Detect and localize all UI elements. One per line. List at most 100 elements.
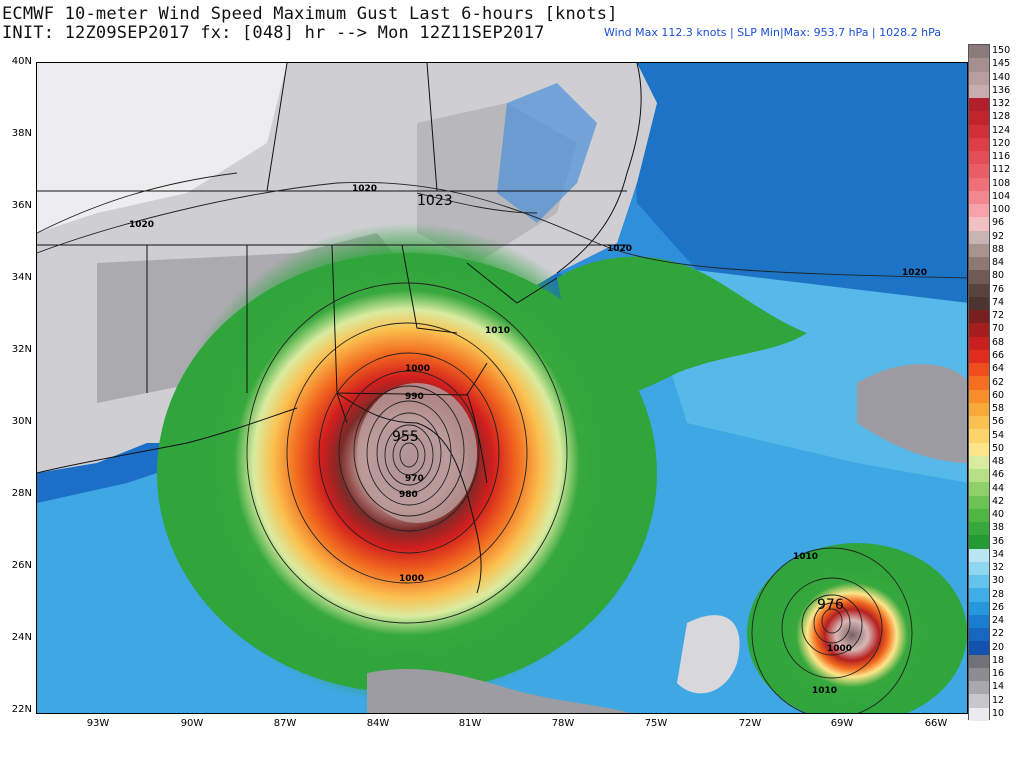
colorbar-label: 92 (992, 230, 1005, 242)
lat-label: 24N (11, 632, 32, 643)
lon-label: 78W (551, 718, 575, 729)
lon-label: 93W (86, 718, 110, 729)
colorbar-swatch (969, 469, 989, 483)
colorbar-label: 136 (992, 84, 1011, 96)
wind-pressure-stats: Wind Max 112.3 knots | SLP Min|Max: 953.… (604, 26, 941, 39)
colorbar-swatch (969, 508, 989, 523)
colorbar-label: 42 (992, 495, 1005, 507)
colorbar-swatch (969, 177, 989, 192)
isobar-label: 990 (405, 392, 424, 402)
colorbar-label: 34 (992, 548, 1005, 560)
colorbar-label: 10 (992, 707, 1005, 719)
colorbar-swatch (969, 561, 989, 576)
colorbar-label: 108 (992, 177, 1011, 189)
lat-label: 38N (11, 128, 32, 139)
colorbar-swatch (969, 336, 989, 351)
colorbar-label: 30 (992, 575, 1005, 587)
colorbar-swatch (969, 376, 989, 391)
lon-label: 90W (180, 718, 204, 729)
colorbar-label: 26 (992, 601, 1005, 613)
wind-blue-ridge (497, 83, 597, 223)
colorbar-swatch (969, 204, 989, 218)
colorbar-label: 76 (992, 283, 1005, 295)
colorbar-swatch (969, 217, 989, 232)
colorbar-label: 58 (992, 403, 1005, 414)
colorbar-swatch (969, 164, 989, 179)
colorbar-swatch (969, 694, 989, 709)
colorbar-swatch (969, 71, 989, 86)
colorbar-swatch (969, 641, 989, 656)
colorbar-swatch (969, 548, 989, 563)
colorbar-label: 22 (992, 628, 1005, 640)
colorbar-label: 36 (992, 535, 1005, 547)
colorbar-swatch (969, 296, 989, 311)
colorbar-label: 18 (992, 654, 1005, 666)
colorbar-swatch (969, 455, 989, 470)
colorbar (968, 44, 990, 722)
colorbar-label: 150 (992, 45, 1011, 57)
lon-label: 75W (644, 718, 668, 729)
colorbar-label: 140 (992, 71, 1011, 83)
colorbar-swatch (969, 402, 989, 417)
storm-center-label-jose: 976 (817, 597, 844, 613)
lat-label: 28N (11, 488, 32, 499)
lon-label: 66W (924, 718, 948, 729)
storm-center-label-irma: 955 (392, 429, 419, 445)
colorbar-swatch (969, 416, 989, 430)
colorbar-swatch (969, 522, 989, 536)
colorbar-swatch (969, 495, 989, 510)
colorbar-swatch (969, 45, 989, 59)
colorbar-label: 40 (992, 509, 1005, 521)
colorbar-label: 120 (992, 137, 1011, 149)
colorbar-swatch (969, 151, 989, 165)
colorbar-label: 80 (992, 270, 1005, 282)
colorbar-label: 48 (992, 456, 1005, 468)
colorbar-label: 28 (992, 588, 1005, 600)
colorbar-swatch (969, 363, 989, 377)
lat-label: 34N (11, 272, 32, 283)
colorbar-swatch (969, 429, 989, 444)
colorbar-label: 14 (992, 681, 1005, 693)
land-grey-east (857, 364, 967, 463)
lat-label: 40N (11, 56, 32, 67)
colorbar-label: 66 (992, 349, 1005, 361)
jose-wind-field (772, 560, 932, 710)
lat-label: 26N (11, 560, 32, 571)
colorbar-swatch (969, 667, 989, 682)
isobar-label: 1010 (485, 326, 510, 336)
colorbar-label: 112 (992, 164, 1011, 176)
colorbar-swatch (969, 654, 989, 669)
colorbar-swatch (969, 323, 989, 338)
colorbar-label: 124 (992, 124, 1011, 136)
colorbar-swatch (969, 310, 989, 324)
isobar-label: 1023 (417, 193, 453, 209)
colorbar-swatch (969, 707, 989, 722)
colorbar-swatch (969, 389, 989, 404)
colorbar-swatch (969, 111, 989, 126)
colorbar-label: 70 (992, 323, 1005, 335)
lon-label: 72W (738, 718, 762, 729)
colorbar-swatch (969, 98, 989, 112)
colorbar-swatch (969, 84, 989, 99)
colorbar-swatch (969, 588, 989, 603)
lat-label: 32N (11, 344, 32, 355)
isobar-label: 1020 (607, 244, 632, 254)
land-hispaniola (677, 615, 740, 694)
colorbar-labels: 150 145 140 136 132 128 124 120 116 112 108 104 100 9… (990, 44, 1024, 720)
lon-label: 69W (830, 718, 854, 729)
colorbar-label: 88 (992, 243, 1005, 255)
colorbar-label: 145 (992, 58, 1011, 70)
colorbar-label: 132 (992, 98, 1011, 110)
colorbar-swatch (969, 230, 989, 245)
colorbar-label: 128 (992, 111, 1011, 123)
colorbar-swatch (969, 614, 989, 629)
colorbar-swatch (969, 681, 989, 695)
title-line-1: ECMWF 10-meter Wind Speed Maximum Gust L… (2, 4, 618, 24)
colorbar-label: 64 (992, 363, 1005, 375)
colorbar-swatch (969, 243, 989, 258)
colorbar-label: 32 (992, 562, 1005, 574)
colorbar-label: 116 (992, 151, 1011, 163)
isobar-label: 1020 (129, 220, 154, 230)
colorbar-label: 60 (992, 389, 1005, 401)
colorbar-label: 44 (992, 482, 1005, 494)
